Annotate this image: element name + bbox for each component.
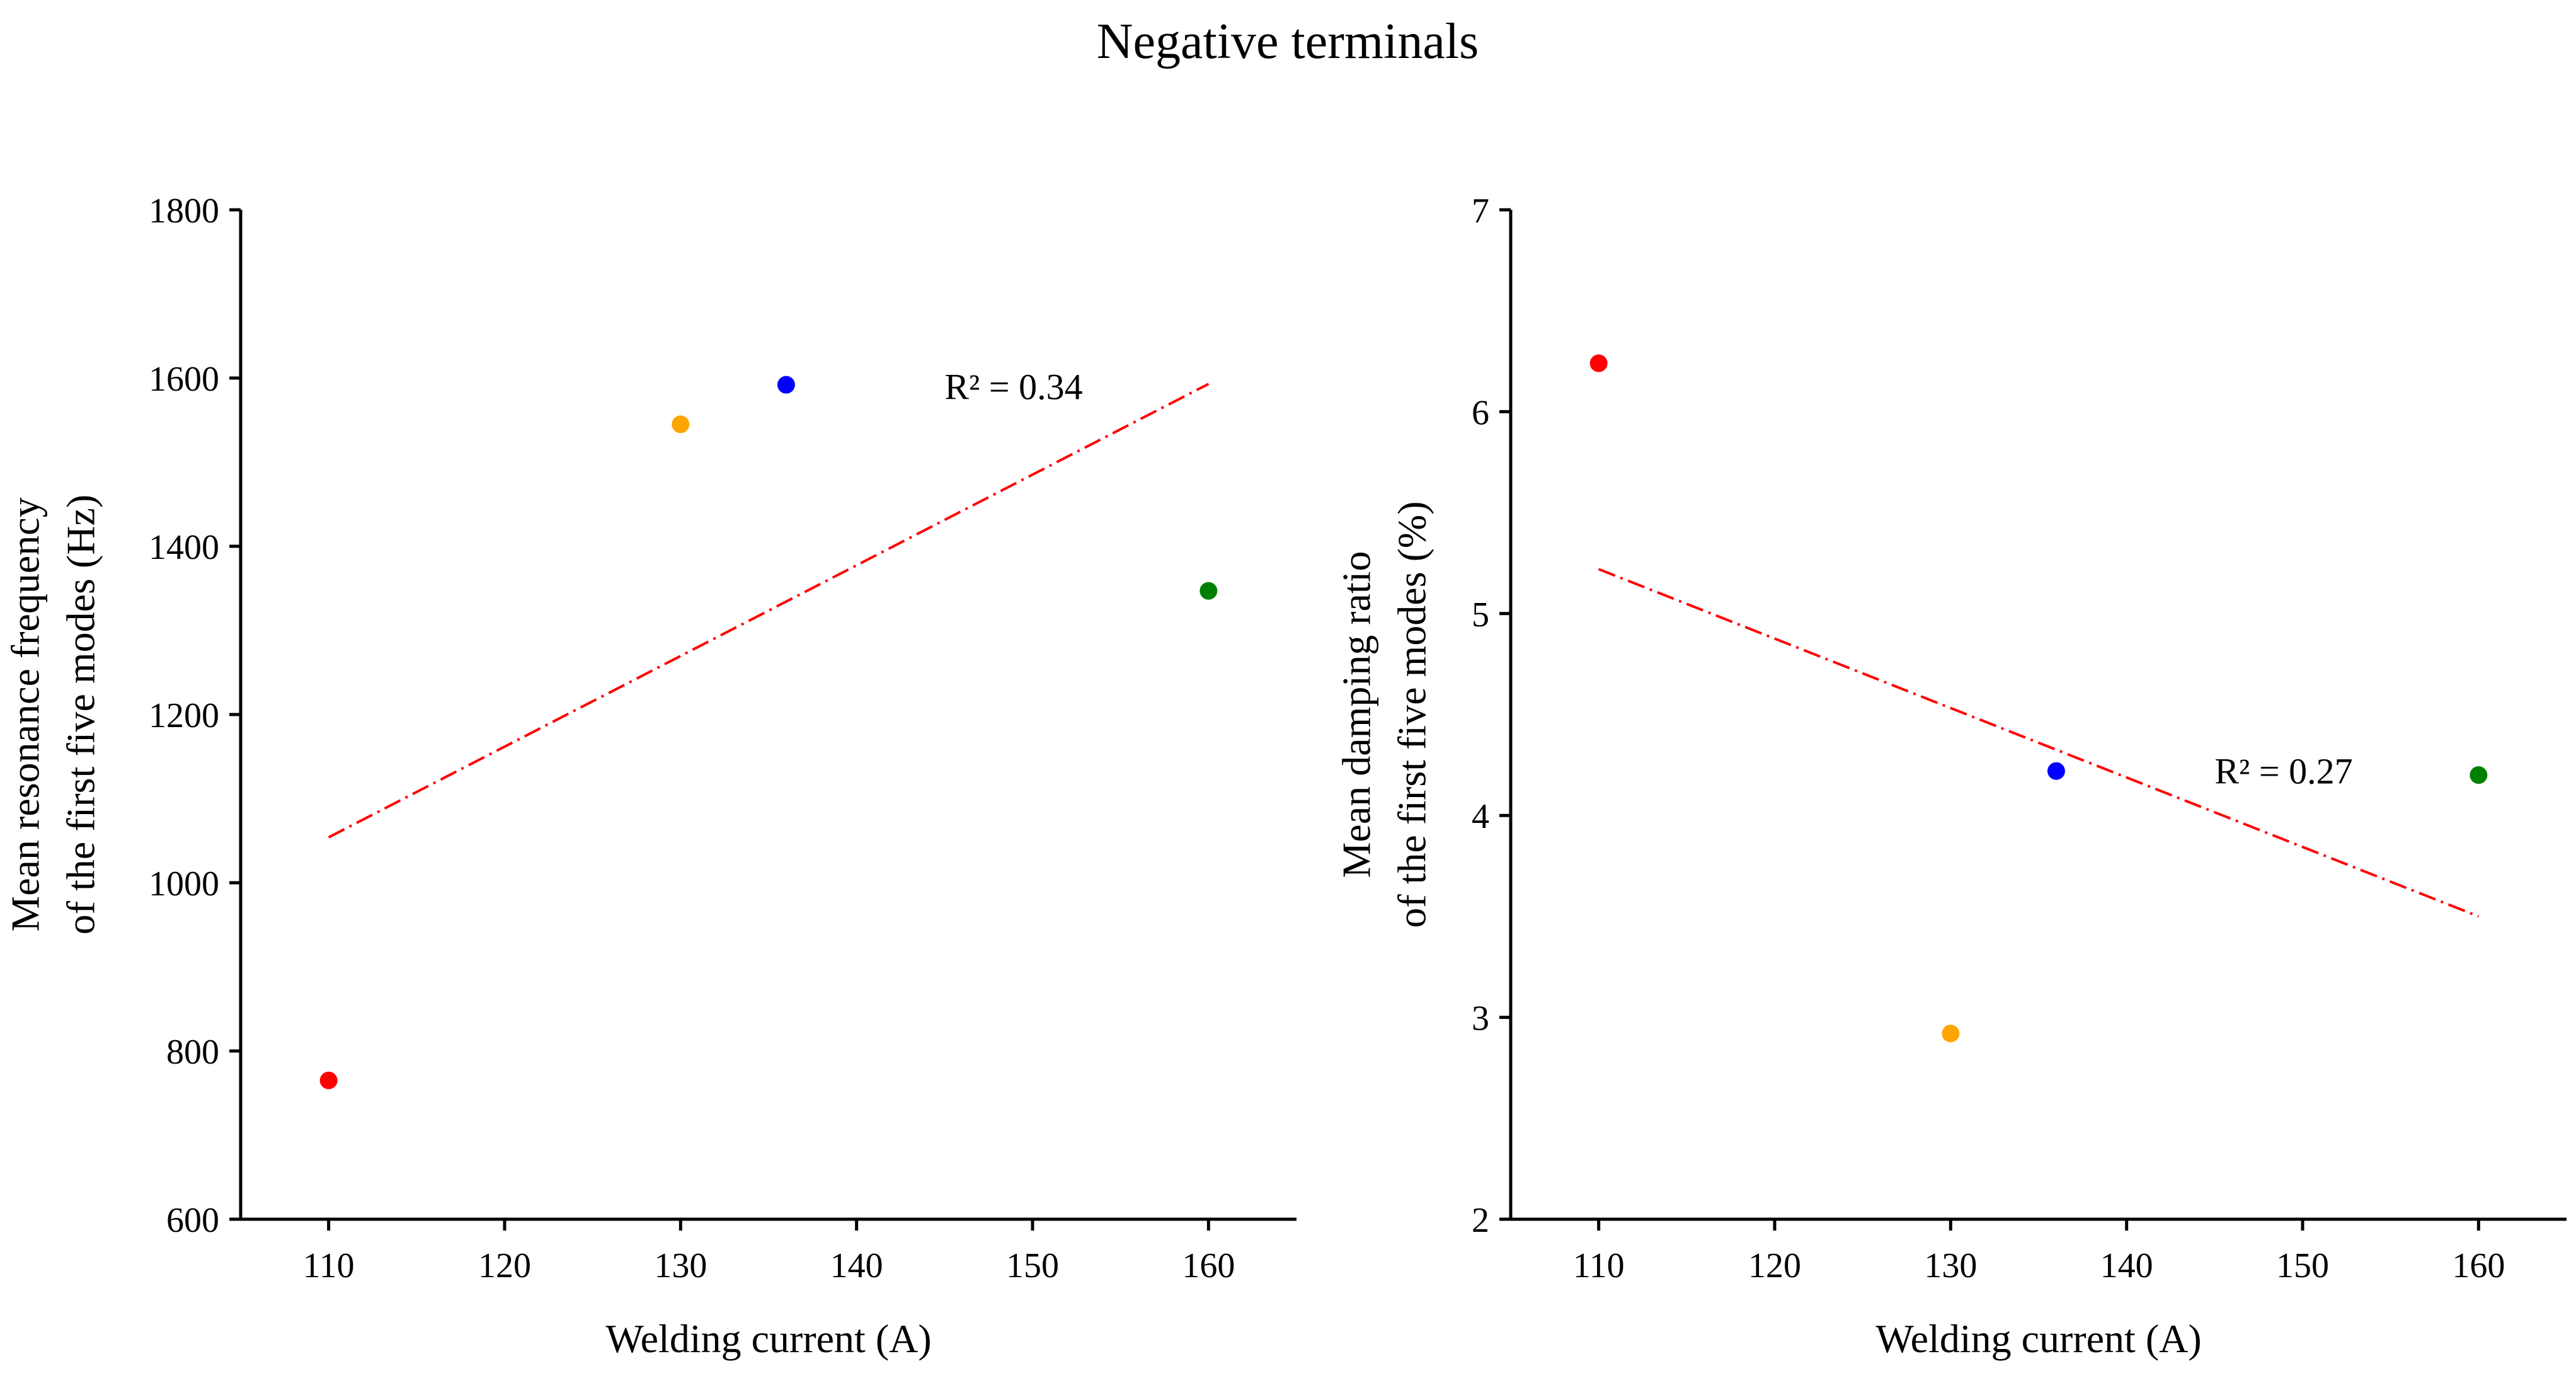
r-squared-annotation: R² = 0.27 <box>2214 751 2352 792</box>
x-tick-label: 110 <box>303 1246 355 1285</box>
x-axis-label: Welding current (A) <box>605 1316 931 1361</box>
x-tick-label: 150 <box>1006 1246 1059 1285</box>
trend-line <box>328 382 1210 839</box>
y-axis-label-line: Mean damping ratio <box>1334 551 1379 878</box>
chart-panel-resonance-frequency: 600 800 1000 1200 1400 1600 1800 110 120 130 140 15… <box>3 192 1297 1361</box>
y-tick-label: 4 <box>1472 797 1489 836</box>
y-tick-label: 800 <box>166 1033 219 1072</box>
x-tick-label: 140 <box>2100 1246 2153 1285</box>
y-tick-label: 7 <box>1472 192 1489 231</box>
x-tick-label: 160 <box>2452 1246 2505 1285</box>
x-tick-label: 130 <box>1924 1246 1977 1285</box>
data-point <box>777 376 795 394</box>
data-point <box>1942 1025 1960 1043</box>
y-axis-label-line: of the first five modes (Hz) <box>59 495 103 934</box>
data-point <box>2047 762 2065 780</box>
r-squared-annotation: R² = 0.34 <box>944 366 1082 407</box>
y-axis-label-line: of the first five modes (%) <box>1390 501 1434 927</box>
data-point <box>1199 582 1218 600</box>
y-tick-label: 2 <box>1472 1201 1489 1240</box>
y-tick-label: 1200 <box>149 696 219 735</box>
data-point <box>2470 766 2488 784</box>
data-point <box>1589 354 1608 372</box>
y-tick-label: 6 <box>1472 393 1489 432</box>
x-tick-label: 120 <box>478 1246 531 1285</box>
data-point <box>672 415 690 433</box>
x-tick-label: 120 <box>1748 1246 1801 1285</box>
x-tick-label: 130 <box>654 1246 707 1285</box>
x-tick-label: 150 <box>2276 1246 2329 1285</box>
y-tick-label: 1600 <box>149 360 219 399</box>
y-tick-label: 1000 <box>149 864 219 904</box>
x-tick-label: 140 <box>830 1246 883 1285</box>
y-axis-label-line: Mean resonance frequency <box>3 497 48 931</box>
x-tick-label: 160 <box>1182 1246 1235 1285</box>
data-point <box>319 1071 338 1089</box>
y-tick-label: 1400 <box>149 528 219 567</box>
trend-line <box>1598 568 2480 918</box>
x-axis-label: Welding current (A) <box>1875 1316 2201 1361</box>
y-tick-label: 5 <box>1472 595 1489 634</box>
y-tick-label: 3 <box>1472 999 1489 1038</box>
chart-panel-damping-ratio: 2 3 4 5 6 7 110 120 130 140 150 160 Welding current … <box>1334 192 2567 1361</box>
x-tick-label: 110 <box>1573 1246 1625 1285</box>
y-tick-label: 1800 <box>149 192 219 231</box>
figure-title: Negative terminals <box>1097 14 1479 69</box>
y-tick-label: 600 <box>166 1201 219 1240</box>
